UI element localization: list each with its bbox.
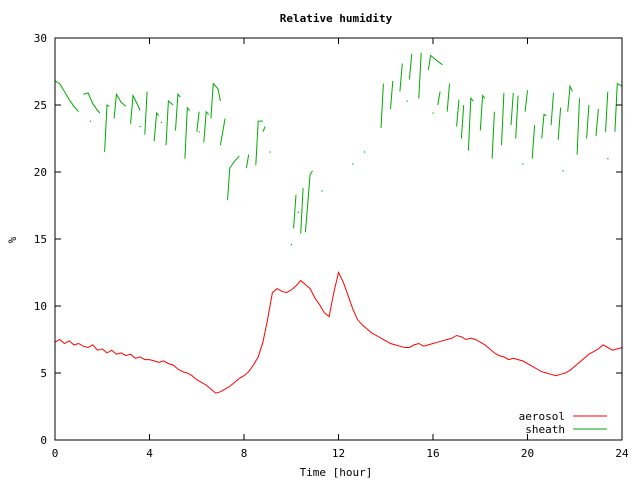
y-tick-label: 5 [40,367,47,380]
legend: aerosol sheath [519,410,607,436]
series-segment-sheath [510,92,514,126]
series-segment-sheath [456,99,460,127]
y-tick-label: 15 [34,233,47,246]
series-segment-sheath [595,108,599,136]
series-point-sheath [364,151,366,153]
series-segment-sheath [175,93,181,131]
x-tick-label: 16 [426,447,439,460]
series-segment-sheath [515,95,519,139]
series-segment-sheath [203,110,209,143]
x-tick-label: 0 [52,447,59,460]
series-segment-sheath [427,54,443,71]
series-segment-sheath [467,97,474,151]
series-segment-sheath [165,99,174,146]
series-segment-sheath [153,111,160,142]
series-segment-sheath [567,84,573,112]
series-point-sheath [269,151,271,153]
series-point-sheath [198,131,200,133]
series-segment-sheath [399,63,403,92]
series-segment-sheath [531,125,536,159]
series-segment-sheath [586,104,590,139]
x-tick-label: 4 [146,447,153,460]
series-segment-sheath [255,120,263,166]
axes: 0 4 8 12 16 20 24 0 5 10 15 20 25 30 [34,32,629,460]
series-point-sheath [607,158,609,160]
series-segment-sheath [104,104,110,152]
series-segment-sheath [446,83,450,112]
series-segment-sheath [184,106,191,159]
x-tick-label: 8 [241,447,248,460]
series-segment-sheath [460,104,465,139]
series-point-sheath [352,163,354,165]
y-axis-label: % [6,236,19,243]
x-tick-label: 12 [332,447,345,460]
series-segment-sheath [614,82,623,132]
legend-label-sheath: sheath [525,423,565,436]
series-point-sheath [89,120,92,122]
series-point-sheath [321,190,323,192]
series-point-sheath [406,100,408,102]
series-segment-sheath [550,92,554,126]
series-segment-sheath [418,52,422,99]
series-segment-sheath [479,94,486,131]
series-point-sheath [297,211,299,213]
series-segment-sheath [130,93,141,124]
plot-area [54,52,623,394]
series-segment-sheath [304,170,313,233]
series-segment-sheath [408,54,413,80]
series-segment-sheath [380,83,384,128]
series-point-sheath [290,243,292,246]
series-segment-sheath [262,126,266,133]
series-segment-sheath [219,118,226,146]
series-segment-sheath [605,91,609,132]
series-segment-sheath [300,188,304,234]
y-tick-label: 10 [34,300,47,313]
series-segment-sheath [293,194,297,229]
y-tick-label: 25 [34,99,47,112]
series-segment-sheath [245,154,250,169]
series-point-sheath [139,125,141,128]
x-tick-label: 20 [521,447,534,460]
series-point-sheath [160,121,162,124]
series-segment-sheath [491,111,495,159]
series-segment-sheath [227,155,240,201]
x-axis-label: Time [hour] [300,466,373,479]
chart-title: Relative humidity [280,12,393,25]
y-tick-label: 0 [40,434,47,447]
series-segment-sheath [557,107,562,140]
series-segment-sheath [144,91,148,135]
y-tick-label: 20 [34,166,47,179]
series-segment-sheath [210,82,221,119]
x-tick-label: 24 [615,447,629,460]
series-segment-sheath [524,90,528,112]
series-segment-sheath [541,113,547,139]
series-segment-sheath [437,91,441,106]
series-point-sheath [522,163,524,165]
series-segment-sheath [576,98,580,155]
series-segment-sheath [501,92,505,146]
series-point-sheath [432,112,434,114]
series-segment-sheath [113,92,127,119]
y-tick-label: 30 [34,32,47,45]
series-segment-sheath [83,92,101,114]
series-point-sheath [562,170,564,172]
series-line-aerosol [54,271,623,394]
series-segment-sheath [54,80,79,113]
series-segment-sheath [390,80,394,110]
series-segment-sheath [196,111,200,132]
legend-label-aerosol: aerosol [519,410,565,423]
